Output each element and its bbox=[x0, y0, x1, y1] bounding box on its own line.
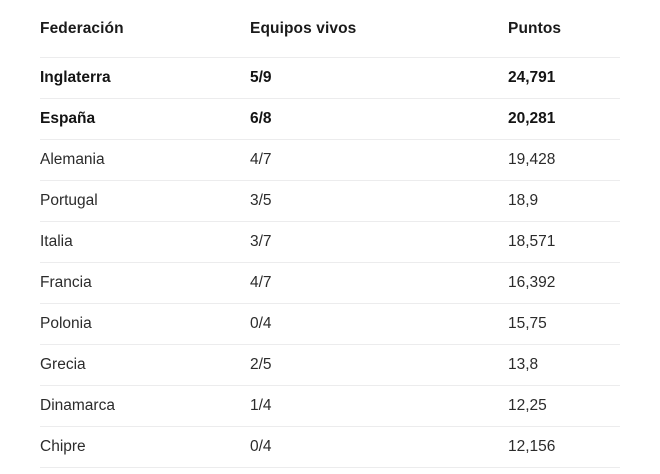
table-row: Alemania 4/7 19,428 bbox=[40, 139, 620, 181]
cell-equipos_vivos: 6/8 bbox=[250, 98, 508, 140]
table-header: Federación Equipos vivos Puntos bbox=[40, 0, 620, 58]
cell-equipos_vivos: 2/5 bbox=[250, 344, 508, 386]
cell-equipos_vivos: 4/7 bbox=[250, 139, 508, 181]
cell-federacion: Portugal bbox=[40, 180, 250, 222]
cell-puntos: 12,25 bbox=[508, 385, 620, 427]
column-header-equipos-vivos: Equipos vivos bbox=[250, 0, 508, 58]
table-row: Polonia 0/4 15,75 bbox=[40, 303, 620, 345]
cell-federacion: Polonia bbox=[40, 303, 250, 345]
cell-equipos_vivos: 4/7 bbox=[250, 262, 508, 304]
cell-puntos: 20,281 bbox=[508, 98, 620, 140]
cell-equipos_vivos: 0/4 bbox=[250, 426, 508, 468]
table-row: Francia 4/7 16,392 bbox=[40, 262, 620, 304]
table-row: Portugal 3/5 18,9 bbox=[40, 180, 620, 222]
cell-equipos_vivos: 3/5 bbox=[250, 180, 508, 222]
cell-puntos: 19,428 bbox=[508, 139, 620, 181]
table-header-row: Federación Equipos vivos Puntos bbox=[40, 0, 620, 58]
cell-puntos: 13,8 bbox=[508, 344, 620, 386]
table-row: Grecia 2/5 13,8 bbox=[40, 344, 620, 386]
cell-federacion: Grecia bbox=[40, 344, 250, 386]
cell-puntos: 16,392 bbox=[508, 262, 620, 304]
cell-federacion: Alemania bbox=[40, 139, 250, 181]
cell-federacion: Dinamarca bbox=[40, 385, 250, 427]
cell-federacion: Italia bbox=[40, 221, 250, 263]
cell-equipos_vivos: 5/9 bbox=[250, 57, 508, 99]
column-header-puntos: Puntos bbox=[508, 0, 620, 58]
cell-puntos: 18,9 bbox=[508, 180, 620, 222]
cell-equipos_vivos: 0/4 bbox=[250, 303, 508, 345]
cell-puntos: 24,791 bbox=[508, 57, 620, 99]
cell-puntos: 18,571 bbox=[508, 221, 620, 263]
table-body: Inglaterra 5/9 24,791 España 6/8 20,281 Aleman… bbox=[40, 57, 620, 468]
table-row: Chipre 0/4 12,156 bbox=[40, 426, 620, 468]
table-row: España 6/8 20,281 bbox=[40, 98, 620, 140]
cell-puntos: 15,75 bbox=[508, 303, 620, 345]
cell-equipos_vivos: 1/4 bbox=[250, 385, 508, 427]
cell-federacion: España bbox=[40, 98, 250, 140]
table-row: Dinamarca 1/4 12,25 bbox=[40, 385, 620, 427]
cell-puntos: 12,156 bbox=[508, 426, 620, 468]
table-row: Italia 3/7 18,571 bbox=[40, 221, 620, 263]
federation-standings-table: Federación Equipos vivos Puntos Inglater… bbox=[40, 0, 620, 468]
cell-federacion: Chipre bbox=[40, 426, 250, 468]
cell-federacion: Inglaterra bbox=[40, 57, 250, 99]
column-header-federacion: Federación bbox=[40, 0, 250, 58]
table-row: Inglaterra 5/9 24,791 bbox=[40, 57, 620, 99]
cell-equipos_vivos: 3/7 bbox=[250, 221, 508, 263]
cell-federacion: Francia bbox=[40, 262, 250, 304]
